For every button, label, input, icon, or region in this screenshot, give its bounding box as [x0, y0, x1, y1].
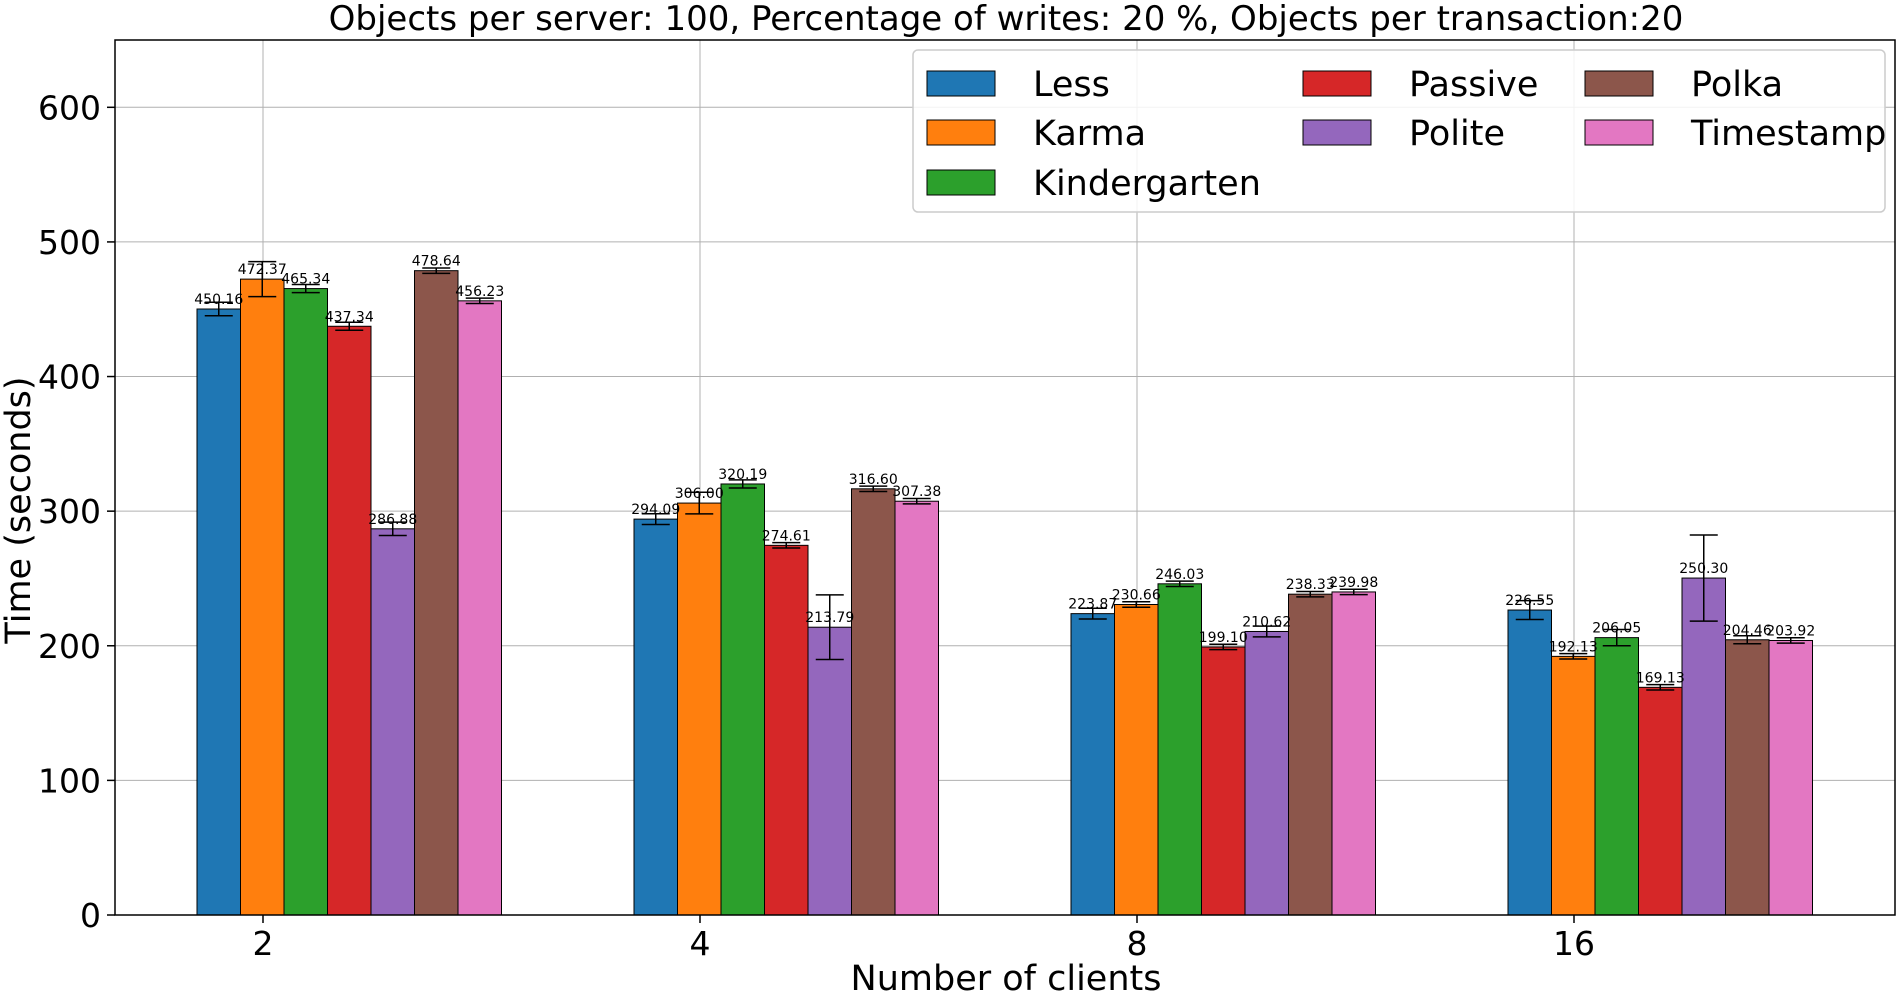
- bar-kindergarten-16: [1594, 637, 1639, 916]
- legend-swatch-passive: [1302, 70, 1372, 97]
- bar-less-4: [633, 518, 678, 916]
- bar-karma-8: [1114, 603, 1159, 916]
- value-label: 226.55: [1505, 593, 1554, 609]
- value-label: 456.23: [455, 284, 504, 300]
- legend-label-polka: Polka: [1691, 65, 1783, 105]
- value-label: 294.09: [631, 502, 680, 518]
- y-tick-label: 100: [38, 761, 101, 800]
- bar-kindergarten-8: [1157, 583, 1202, 916]
- x-tick-label: 2: [253, 924, 274, 963]
- chart-title: Objects per server: 100, Percentage of w…: [329, 0, 1684, 39]
- bar-less-2: [196, 308, 241, 916]
- value-label: 230.66: [1112, 587, 1161, 603]
- bar-polka-4: [851, 488, 896, 916]
- value-label: 250.30: [1679, 561, 1728, 577]
- bar-kindergarten-4: [720, 483, 765, 916]
- value-label: 437.34: [325, 309, 374, 325]
- value-label: 210.62: [1242, 614, 1291, 630]
- legend-label-polite: Polite: [1409, 114, 1505, 154]
- bar-polite-2: [370, 528, 415, 916]
- value-label: 316.60: [849, 472, 898, 488]
- bar-karma-2: [240, 278, 285, 916]
- bars: [196, 270, 1813, 916]
- value-label: 307.38: [892, 484, 941, 500]
- y-tick-label: 200: [38, 627, 101, 666]
- error-bars: [204, 260, 1805, 691]
- value-label: 286.88: [368, 512, 417, 528]
- y-axis-ticks: 0 100 200 300 400 500 600: [38, 88, 115, 935]
- legend-label-karma: Karma: [1033, 114, 1146, 154]
- legend: Less Karma Kindergarten Passive Polite Polka T…: [912, 49, 1886, 213]
- legend-label-passive: Passive: [1409, 65, 1538, 105]
- bar-less-16: [1507, 609, 1552, 916]
- value-label: 246.03: [1155, 567, 1204, 583]
- bar-polka-2: [414, 270, 459, 916]
- legend-label-timestamp: Timestamp: [1690, 114, 1886, 154]
- bar-less-8: [1070, 613, 1115, 916]
- bar-polite-8: [1244, 630, 1289, 916]
- value-label: 320.19: [718, 467, 767, 483]
- legend-swatch-timestamp: [1584, 119, 1654, 146]
- plot-frame: [114, 39, 1896, 916]
- y-tick-label: 400: [38, 358, 101, 397]
- value-label: 192.13: [1549, 639, 1598, 655]
- bar-karma-16: [1551, 655, 1596, 916]
- x-tick-label: 16: [1553, 924, 1595, 963]
- bar-passive-16: [1638, 686, 1683, 916]
- value-label: 223.87: [1068, 597, 1117, 613]
- legend-swatch-less: [926, 70, 996, 97]
- y-tick-label: 500: [38, 223, 101, 262]
- legend-swatch-polite: [1302, 119, 1372, 146]
- bar-timestamp-2: [457, 300, 502, 916]
- value-label: 206.05: [1592, 621, 1641, 637]
- bar-polite-4: [807, 626, 852, 916]
- legend-swatch-karma: [926, 119, 996, 146]
- value-label: 478.64: [412, 254, 461, 270]
- legend-swatch-polka: [1584, 70, 1654, 97]
- value-label: 204.46: [1723, 623, 1772, 639]
- x-tick-label: 4: [690, 924, 711, 963]
- value-label: 465.34: [281, 272, 330, 288]
- value-label: 306.00: [675, 486, 724, 502]
- value-label: 213.79: [805, 610, 854, 626]
- bar-kindergarten-2: [283, 288, 328, 916]
- value-label: 472.37: [238, 262, 287, 278]
- legend-label-less: Less: [1033, 65, 1110, 105]
- value-label: 450.16: [194, 292, 243, 308]
- y-axis-label: Time (seconds): [0, 376, 39, 644]
- legend-label-kindergarten: Kindergarten: [1033, 164, 1261, 204]
- y-tick-label: 300: [38, 492, 101, 531]
- bar-timestamp-4: [894, 500, 939, 916]
- bar-passive-8: [1201, 646, 1246, 916]
- value-label: 239.98: [1329, 575, 1378, 591]
- bar-timestamp-16: [1768, 639, 1813, 916]
- bar-karma-4: [677, 502, 722, 916]
- bar-timestamp-8: [1331, 591, 1376, 916]
- value-label: 203.92: [1766, 623, 1815, 639]
- x-axis-ticks: 2 4 8 16: [253, 915, 1595, 963]
- value-label: 238.33: [1286, 577, 1335, 593]
- legend-swatch-kindergarten: [926, 169, 996, 196]
- value-label: 274.61: [762, 528, 811, 544]
- bar-passive-2: [327, 325, 372, 916]
- x-axis-label: Number of clients: [851, 959, 1162, 999]
- x-tick-label: 8: [1127, 924, 1148, 963]
- value-label: 169.13: [1636, 670, 1685, 686]
- bar-polka-16: [1725, 639, 1770, 916]
- bar-polka-8: [1288, 593, 1333, 916]
- bar-passive-4: [764, 544, 809, 916]
- bar-polite-16: [1681, 577, 1726, 916]
- y-tick-label: 0: [80, 896, 101, 935]
- value-label: 199.10: [1199, 630, 1248, 646]
- y-tick-label: 600: [38, 88, 101, 127]
